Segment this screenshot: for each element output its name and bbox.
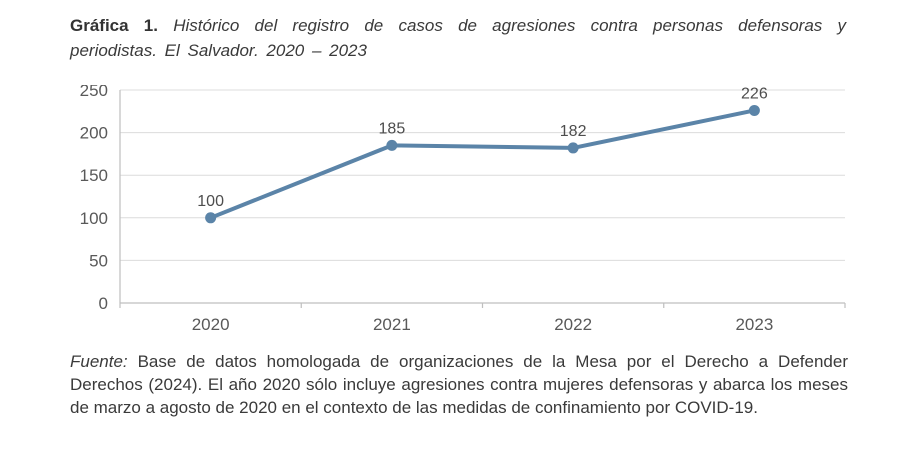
data-point [386, 139, 398, 151]
x-tick-label: 2023 [735, 315, 773, 334]
data-label: 185 [379, 120, 406, 137]
line-chart: 0 50 100 150 200 250 2020 2021 2022 2023 100 185 182… [0, 85, 902, 340]
source-note: Fuente: Base de datos homologada de orga… [70, 350, 848, 419]
source-note-label: Fuente: [70, 352, 128, 371]
y-tick-label: 0 [99, 294, 108, 313]
x-tick-label: 2020 [192, 315, 230, 334]
data-point [567, 142, 579, 154]
y-tick-label: 250 [80, 85, 108, 100]
y-tick-label: 200 [80, 124, 108, 143]
y-tick-label: 50 [89, 251, 108, 270]
series-line [208, 108, 757, 220]
y-tick-label: 100 [80, 209, 108, 228]
data-label: 100 [197, 193, 224, 210]
data-label: 226 [741, 85, 768, 102]
chart-caption: Gráfica 1. Histórico del registro de cas… [70, 13, 846, 63]
chart-caption-text: Histórico del registro de casos de agres… [70, 16, 846, 60]
data-label: 182 [560, 123, 587, 140]
source-note-text: Base de datos homologada de organizacion… [70, 352, 848, 417]
line-chart-svg: 0 50 100 150 200 250 2020 2021 2022 2023 100 185 182… [80, 85, 846, 334]
chart-caption-number: Gráfica 1. [70, 16, 158, 35]
data-point [205, 212, 217, 224]
y-tick-label: 150 [80, 166, 108, 185]
x-tick-label: 2022 [554, 315, 592, 334]
x-tick-label: 2021 [373, 315, 411, 334]
data-point [748, 104, 760, 116]
